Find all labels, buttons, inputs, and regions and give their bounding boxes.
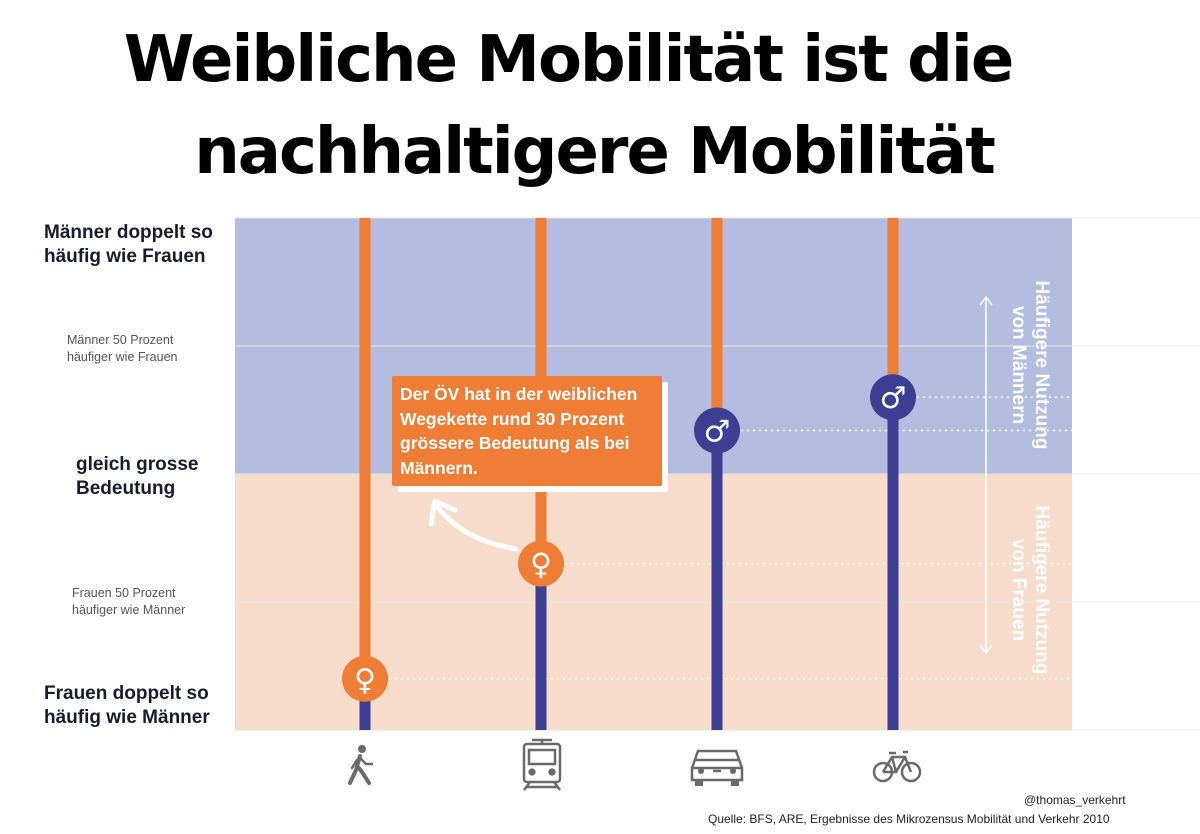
bicycle-icon	[872, 750, 922, 783]
range-arrow	[979, 295, 993, 655]
y-tick-bottom: Frauen doppelt so häufig wie Männer	[44, 683, 210, 728]
y-tick-upper-mid: Männer 50 Prozent häufiger wie Frauen	[67, 333, 178, 364]
region-label-women: Häufigere Nutzung von Frauen	[1008, 505, 1052, 675]
annotation-callout: Der ÖV hat in der weiblichen Wegekette r…	[392, 376, 662, 486]
y-tick-top: Männer doppelt so häufig wie Frauen	[44, 222, 213, 267]
male-marker	[870, 374, 916, 421]
male-marker	[694, 407, 740, 454]
female-marker	[342, 655, 388, 702]
chart-marks: ♀ ♀ ♂ ♂	[342, 218, 1072, 730]
y-tick-lower-mid: Frauen 50 Prozent häufiger wie Männer	[72, 586, 186, 617]
marker-symbol: ♀	[530, 548, 552, 583]
curved-arrow	[428, 498, 519, 552]
walk-icon	[348, 745, 374, 785]
category-icons	[348, 738, 922, 791]
marker-symbol: ♂	[880, 381, 907, 416]
marker-symbol: ♂	[704, 414, 731, 449]
title-line-1: Weibliche Mobilität ist die	[123, 23, 1015, 97]
train-icon	[522, 738, 562, 791]
credit: @thomas_verkehrt	[1024, 793, 1126, 807]
region-label-men: Häufigere Nutzung von Männern	[1008, 280, 1052, 450]
y-tick-center: gleich grosse Bedeutung	[76, 454, 199, 499]
marker-symbol: ♀	[354, 663, 376, 698]
female-marker	[518, 540, 564, 587]
car-icon	[690, 749, 744, 786]
title-line-2: nachhaltigere Mobilität	[194, 115, 996, 189]
source: Quelle: BFS, ARE, Ergebnisse des Mikroze…	[708, 812, 1110, 826]
